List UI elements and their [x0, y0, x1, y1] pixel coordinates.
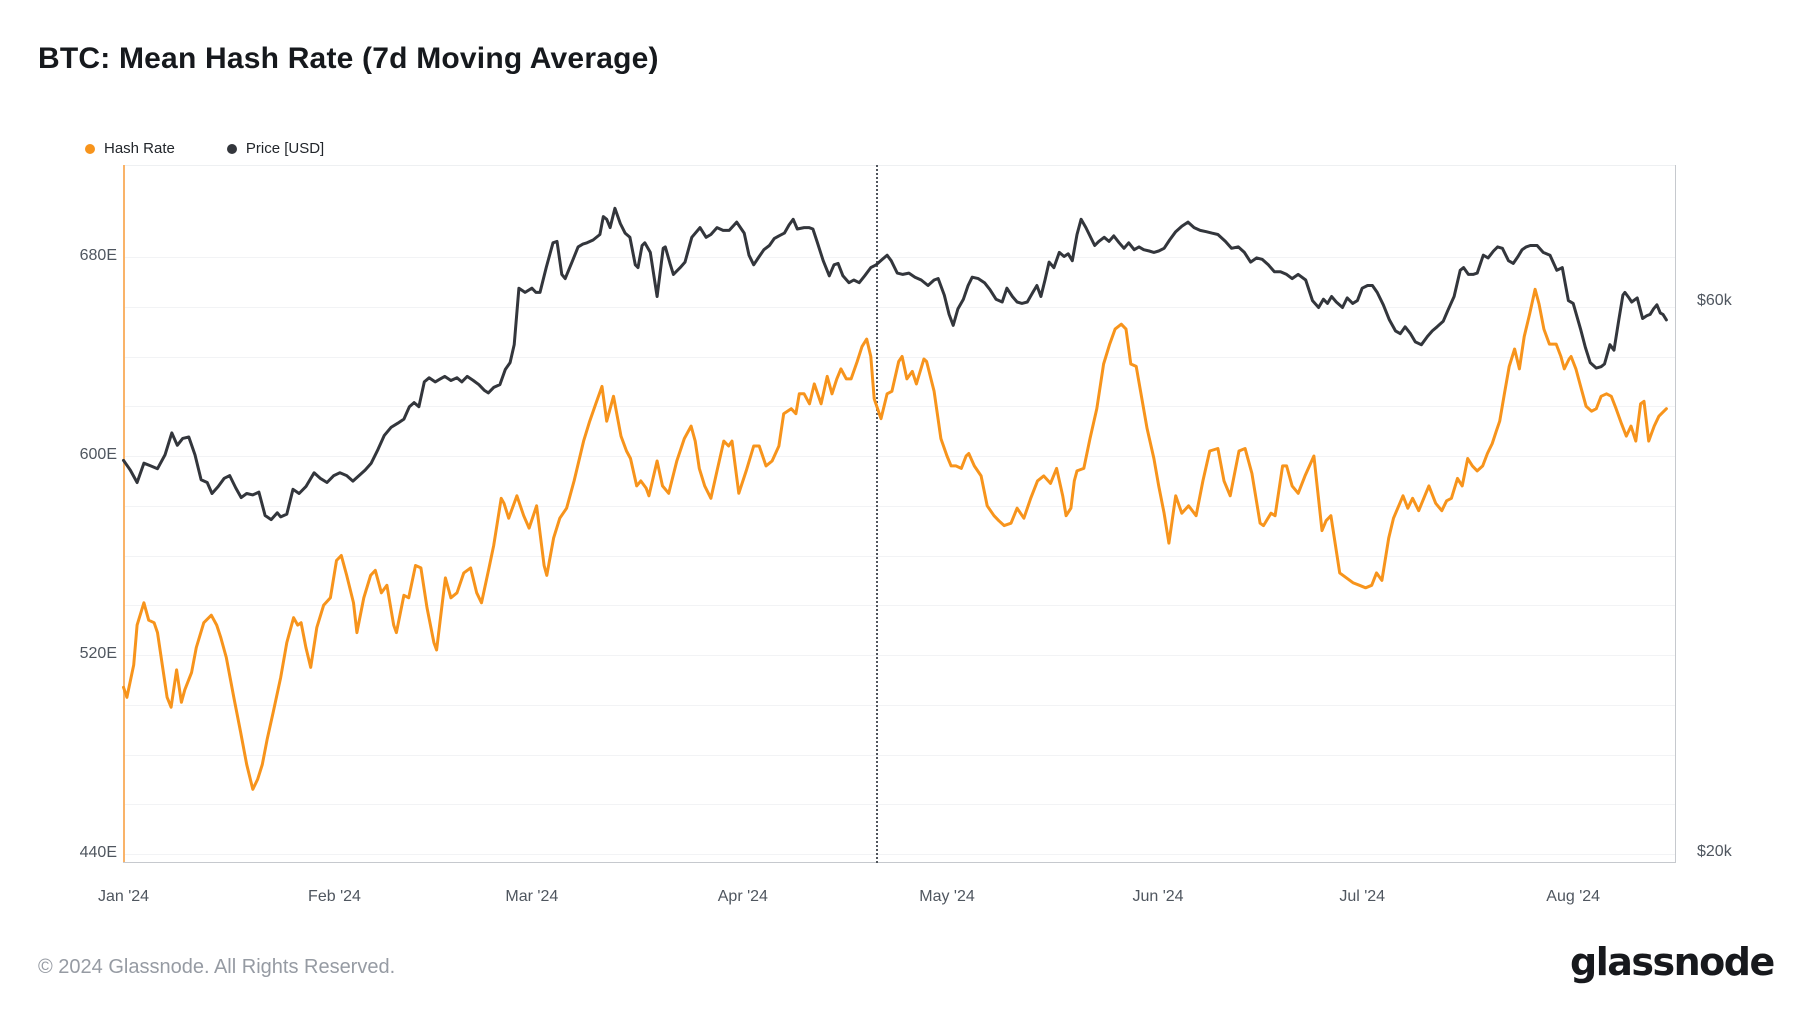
- glassnode-logo[interactable]: glassnode: [1570, 940, 1775, 984]
- price-axis-label-60k: $60k: [1697, 292, 1732, 309]
- gridline-540E: [123, 605, 1676, 607]
- gridline-520E: [123, 655, 1676, 656]
- x-axis-label-Jan-24: Jan '24: [97, 888, 150, 905]
- gridline-460E: [123, 804, 1676, 806]
- legend-item-price[interactable]: Price [USD]: [226, 140, 325, 157]
- x-axis-label-Jun-24: Jun '24: [1132, 888, 1184, 905]
- x-axis-label-Aug-24: Aug '24: [1546, 888, 1601, 905]
- page-title: BTC: Mean Hash Rate (7d Moving Average): [38, 42, 659, 75]
- legend-label-hash-rate: Hash Rate: [104, 140, 175, 157]
- legend: Hash Rate Price [USD]: [85, 140, 324, 157]
- series-line-price-usd-: [122, 206, 1668, 522]
- right-axis-line: [1675, 165, 1676, 863]
- x-axis-label-Jul-24: Jul '24: [1339, 888, 1386, 905]
- halving-annotation-line: [875, 165, 878, 863]
- y-axis-line: [123, 165, 125, 863]
- y-axis-label-440E: 440E: [79, 844, 117, 861]
- legend-item-hash-rate[interactable]: Hash Rate: [85, 140, 175, 157]
- gridline-680E: [123, 257, 1676, 258]
- copyright-text: © 2024 Glassnode. All Rights Reserved.: [38, 956, 396, 978]
- x-axis-label-Apr-24: Apr '24: [717, 888, 768, 905]
- x-axis-label-Feb-24: Feb '24: [308, 888, 361, 905]
- x-axis-line: [123, 862, 1676, 863]
- gridline-620E: [123, 406, 1676, 408]
- gridline-580E: [123, 505, 1676, 507]
- gridline-500E: [123, 704, 1676, 706]
- price-dot-icon: [226, 143, 237, 154]
- x-axis-label-Mar-24: Mar '24: [505, 888, 559, 905]
- gridline-480E: [123, 754, 1676, 756]
- y-axis-label-680E: 680E: [79, 247, 117, 264]
- legend-label-price: Price [USD]: [245, 140, 325, 157]
- hash-rate-dot-icon: [85, 143, 95, 154]
- gridline-660E: [123, 306, 1676, 308]
- gridline-440E: [123, 854, 1676, 855]
- series-line-hash-rate: [122, 287, 1668, 791]
- gridline-640E: [123, 356, 1676, 358]
- gridline-560E: [123, 555, 1676, 557]
- x-axis-label-May-24: May '24: [919, 888, 975, 905]
- y-axis-label-600E: 600E: [79, 446, 117, 463]
- price-axis-label-20k: $20k: [1697, 843, 1732, 860]
- y-axis-label-520E: 520E: [79, 645, 117, 662]
- gridline-600E: [123, 456, 1676, 457]
- plot-top-border: [123, 165, 1676, 166]
